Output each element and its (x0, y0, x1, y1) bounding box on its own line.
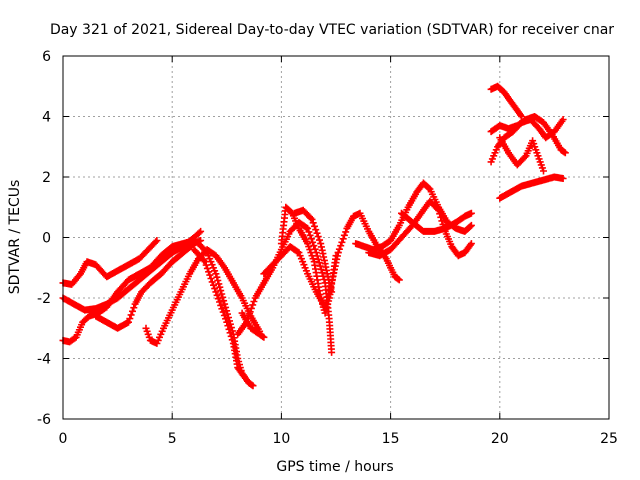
series-track-5 (142, 246, 264, 347)
data-marker-trace (496, 134, 547, 175)
series-track-14 (352, 179, 475, 254)
data-marker-trace (487, 116, 567, 166)
series-track-17 (487, 82, 526, 120)
axis-ticks: 0 5 10 15 20 25 -6 -4 -2 0 2 4 6 (37, 49, 618, 447)
x-tick-label: 25 (600, 431, 618, 447)
series-track-7 (190, 246, 248, 381)
data-marker-trace (496, 173, 567, 202)
data-points (59, 82, 569, 390)
y-tick-label: 0 (42, 231, 51, 247)
data-marker-trace (487, 82, 526, 120)
series-track-16 (398, 209, 475, 235)
data-marker-trace (142, 246, 264, 347)
data-marker-trace (291, 206, 336, 296)
x-tick-label: 0 (59, 431, 68, 447)
data-marker-trace (92, 237, 205, 332)
grid-lines (63, 56, 609, 419)
plot-frame (62, 55, 610, 420)
data-marker-trace (398, 209, 475, 235)
y-axis-label: SDTVAR / TECUs (7, 180, 23, 295)
x-tick-label: 10 (272, 431, 290, 447)
data-marker-trace (352, 179, 475, 254)
chart-title: Day 321 of 2021, Sidereal Day-to-day VTE… (50, 22, 614, 38)
series-track-12 (291, 206, 336, 296)
y-tick-label: 4 (42, 110, 51, 126)
x-tick-label: 20 (491, 431, 509, 447)
data-marker-trace (59, 237, 161, 288)
y-tick-label: -6 (37, 412, 51, 428)
y-tick-label: 6 (42, 49, 51, 65)
x-tick-label: 5 (168, 431, 177, 447)
x-tick-label: 15 (382, 431, 400, 447)
series-track-20 (496, 134, 547, 175)
series-track-1 (59, 237, 161, 288)
y-tick-label: -4 (37, 352, 51, 368)
series-track-21 (496, 173, 567, 202)
series-track-19 (487, 116, 567, 166)
x-axis-label: GPS time / hours (276, 459, 393, 475)
y-tick-label: -2 (37, 291, 51, 307)
data-marker-trace (190, 246, 248, 381)
y-tick-label: 2 (42, 170, 51, 186)
series-track-4 (92, 237, 205, 332)
